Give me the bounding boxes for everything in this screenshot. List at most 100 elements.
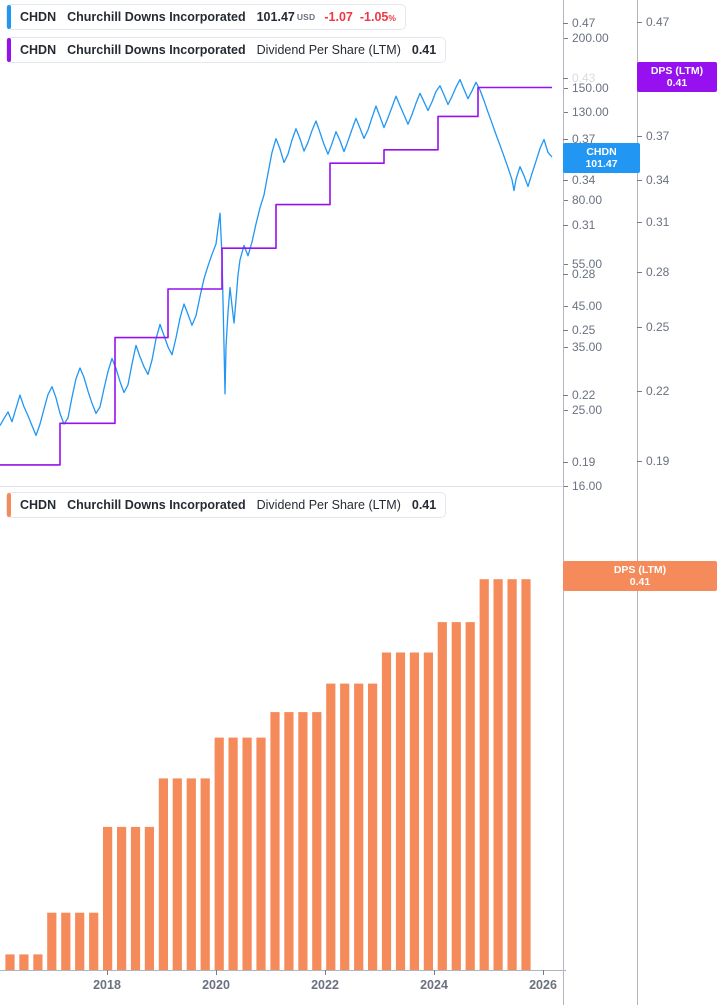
x-axis-label: 2022	[311, 978, 339, 992]
axis-tick-label: 0.31	[572, 218, 596, 232]
axis-tick-label: 35.00	[572, 340, 603, 354]
axis-tick-label: 0.43	[572, 71, 596, 85]
x-axis-tick	[216, 970, 217, 975]
dps-bar[interactable]	[479, 579, 489, 970]
dps-bar[interactable]	[75, 912, 85, 970]
dps-step-line	[0, 86, 552, 466]
legend-dps-overlay-color-swatch	[7, 38, 11, 62]
dps-bar[interactable]	[33, 954, 43, 970]
dps-pane-badge-label: DPS (LTM)	[613, 564, 667, 576]
pane-divider	[0, 486, 566, 487]
dps-overlay-badge[interactable]: DPS (LTM) 0.41	[637, 62, 717, 92]
dps-bar[interactable]	[214, 737, 224, 970]
dps-bar[interactable]	[256, 737, 266, 970]
dps-pane-badge[interactable]: DPS (LTM) 0.41	[563, 561, 717, 591]
dps-overlay-y-axis[interactable]: 0.470.430.370.340.310.280.250.220.19	[637, 0, 717, 1005]
axis-tick	[563, 139, 568, 140]
axis-tick	[563, 38, 568, 39]
legend-price-color-swatch	[7, 5, 11, 29]
legend-price-change: -1.07	[324, 10, 353, 24]
axis-tick	[637, 327, 642, 328]
axis-tick-label: 0.25	[646, 320, 670, 334]
legend-dps-pane-ticker: CHDN	[20, 498, 57, 512]
dps-bar[interactable]	[242, 737, 252, 970]
axis-tick-label: 0.28	[646, 265, 670, 279]
dps-bar[interactable]	[381, 652, 392, 971]
dps-pane-y-axis[interactable]: 0.47 0.43 0.37 0.34 0.31 0.28 0.25 0.22 0.19	[563, 0, 643, 1005]
dps-bar[interactable]	[200, 778, 210, 970]
dps-bar[interactable]	[61, 912, 71, 970]
dps-bar[interactable]	[284, 712, 294, 970]
legend-price-last: 101.47	[256, 10, 295, 24]
dps-bar[interactable]	[117, 826, 127, 970]
dps-bar[interactable]	[465, 622, 475, 970]
axis-tick-label: 0.47	[646, 15, 670, 29]
dps-bar[interactable]	[47, 912, 57, 970]
axis-tick-label: 200.00	[572, 31, 609, 45]
x-axis-label: 2026	[529, 978, 557, 992]
axis-tick	[563, 410, 568, 411]
dps-bar[interactable]	[354, 683, 364, 970]
dps-bar[interactable]	[89, 912, 99, 970]
dps-bar[interactable]	[186, 778, 196, 970]
dps-bar[interactable]	[326, 683, 336, 970]
dps-bar[interactable]	[493, 579, 503, 970]
axis-tick-label: 0.22	[572, 388, 596, 402]
price-plot-area[interactable]	[0, 0, 563, 487]
dps-bar[interactable]	[228, 737, 238, 970]
axis-tick-label: 0.47	[572, 16, 596, 30]
dps-bar[interactable]	[368, 683, 378, 970]
dps-bar[interactable]	[340, 683, 350, 970]
dps-bar[interactable]	[507, 579, 517, 970]
dps-bar[interactable]	[409, 652, 419, 971]
dps-overlay-badge-value: 0.41	[666, 77, 688, 89]
x-axis-label: 2024	[420, 978, 448, 992]
axis-tick-label: 0.31	[646, 215, 670, 229]
dps-chart-pane[interactable]	[0, 487, 717, 1005]
legend-dps-overlay-ticker: CHDN	[20, 43, 57, 57]
price-badge-value: 101.47	[585, 158, 618, 170]
axis-tick	[563, 180, 568, 181]
dps-bar[interactable]	[144, 826, 154, 970]
legend-dps-pane[interactable]: CHDN Churchill Downs Incorporated Divide…	[6, 492, 447, 518]
x-axis-tick	[434, 970, 435, 975]
axis-tick	[563, 347, 568, 348]
dps-bar[interactable]	[19, 954, 29, 970]
legend-dps-pane-color-swatch	[7, 493, 11, 517]
dps-overlay-badge-label: DPS (LTM)	[650, 65, 704, 77]
price-last-badge[interactable]: CHDN 101.47	[563, 143, 640, 173]
axis-tick	[637, 222, 642, 223]
axis-tick	[563, 462, 568, 463]
x-axis[interactable]: 2018 2020 2022 2024 2026	[0, 970, 566, 1005]
dps-bar[interactable]	[103, 826, 113, 970]
legend-dps-pane-company: Churchill Downs Incorporated	[67, 498, 246, 512]
dps-bar[interactable]	[172, 778, 182, 970]
price-chart-pane[interactable]	[0, 0, 717, 487]
axis-tick	[563, 88, 568, 89]
price-line	[0, 78, 553, 437]
legend-dps-pane-value: 0.41	[411, 498, 437, 512]
legend-dps-overlay[interactable]: CHDN Churchill Downs Incorporated Divide…	[6, 37, 447, 63]
dps-bar[interactable]	[451, 622, 461, 970]
dps-bar[interactable]	[158, 778, 168, 970]
axis-tick	[637, 22, 642, 23]
legend-price[interactable]: CHDN Churchill Downs Incorporated 101.47…	[6, 4, 406, 30]
axis-tick-label: 16.00	[572, 479, 603, 493]
dps-bar[interactable]	[130, 826, 141, 970]
dps-bar[interactable]	[5, 954, 15, 970]
dps-pane-badge-value: 0.41	[629, 576, 651, 588]
price-badge-label: CHDN	[586, 146, 617, 158]
dps-bar[interactable]	[423, 652, 433, 971]
axis-tick	[563, 486, 568, 487]
dps-plot-area[interactable]	[0, 487, 563, 1005]
dps-bar[interactable]	[298, 712, 308, 970]
dps-bar[interactable]	[395, 652, 406, 971]
axis-tick	[563, 330, 568, 331]
legend-dps-overlay-field: Dividend Per Share (LTM)	[256, 43, 401, 57]
dps-pane-axis-line	[563, 0, 564, 1005]
dps-bar[interactable]	[270, 712, 280, 970]
dps-bar[interactable]	[437, 622, 447, 970]
dps-bar[interactable]	[312, 712, 322, 970]
x-axis-tick	[325, 970, 326, 975]
dps-bar[interactable]	[521, 579, 531, 970]
